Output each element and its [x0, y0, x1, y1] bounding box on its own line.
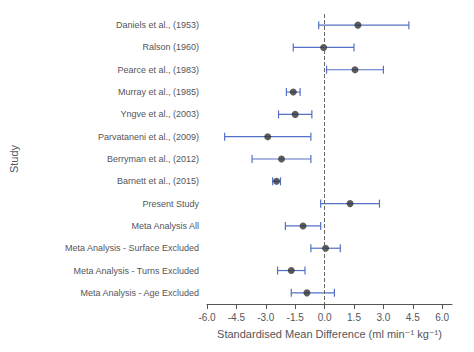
svg-text:6.0: 6.0 — [435, 312, 449, 323]
svg-text:Study: Study — [8, 144, 20, 173]
svg-text:3.0: 3.0 — [376, 312, 390, 323]
svg-text:Meta Analysis All: Meta Analysis All — [131, 221, 199, 231]
svg-text:Ralson (1960): Ralson (1960) — [142, 42, 199, 52]
svg-text:Daniels et al., (1953): Daniels et al., (1953) — [116, 20, 199, 30]
svg-text:4.5: 4.5 — [406, 312, 420, 323]
svg-text:-1.5: -1.5 — [287, 312, 305, 323]
svg-text:Barnett et al., (2015): Barnett et al., (2015) — [117, 176, 199, 186]
svg-text:Meta Analysis - Surface Exclud: Meta Analysis - Surface Excluded — [65, 243, 199, 253]
svg-text:-4.5: -4.5 — [228, 312, 246, 323]
svg-text:Standardised Mean Difference (: Standardised Mean Difference (ml min⁻¹ k… — [217, 328, 442, 340]
svg-text:Present Study: Present Study — [142, 199, 199, 209]
svg-text:-3.0: -3.0 — [257, 312, 275, 323]
svg-text:1.5: 1.5 — [347, 312, 361, 323]
svg-text:-6.0: -6.0 — [198, 312, 216, 323]
svg-text:Yngve et al., (2003): Yngve et al., (2003) — [120, 109, 199, 119]
svg-text:Meta Analysis - Turns Excluded: Meta Analysis - Turns Excluded — [73, 266, 199, 276]
svg-text:0.0: 0.0 — [318, 312, 332, 323]
svg-text:Murray et al., (1985): Murray et al., (1985) — [118, 87, 199, 97]
svg-text:Pearce et al., (1983): Pearce et al., (1983) — [117, 65, 199, 75]
svg-text:Meta Analysis - Age Excluded: Meta Analysis - Age Excluded — [80, 288, 199, 298]
svg-text:Parvataneni et al., (2009): Parvataneni et al., (2009) — [98, 132, 199, 142]
svg-text:Berryman et al., (2012): Berryman et al., (2012) — [107, 154, 199, 164]
